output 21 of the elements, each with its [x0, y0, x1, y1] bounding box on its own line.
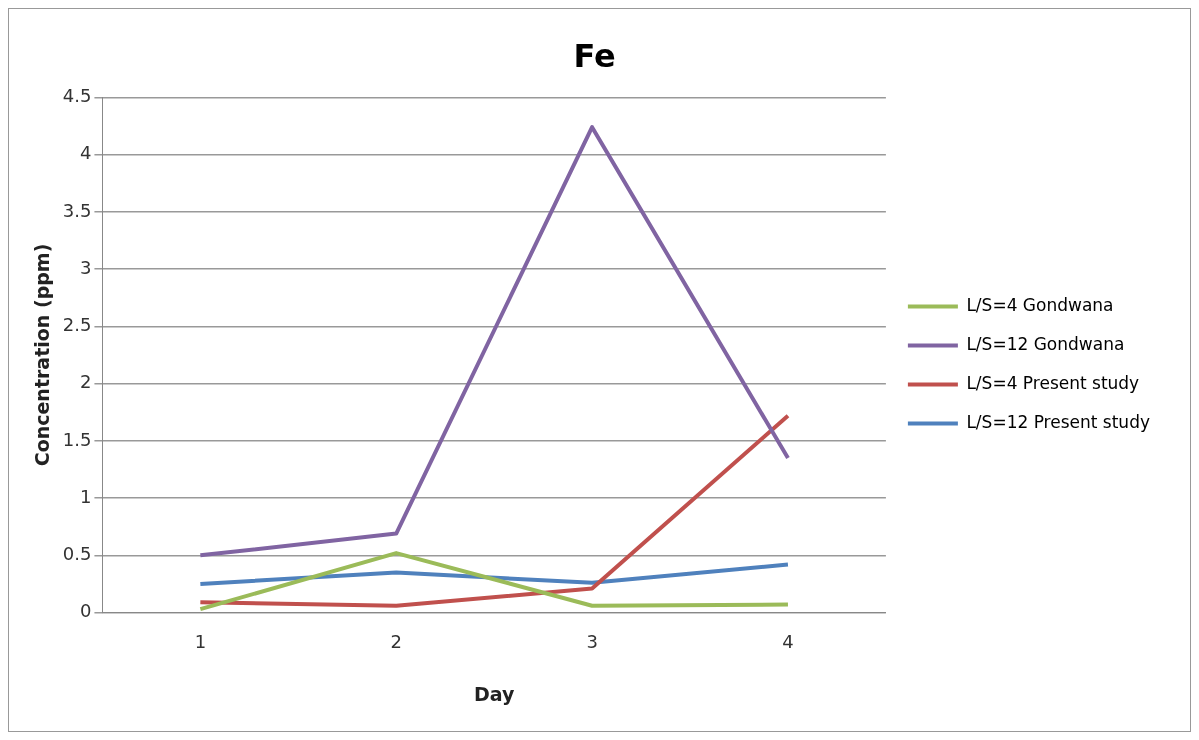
x-tick-label: 3 — [586, 631, 598, 653]
legend-label: L/S=12 Present study — [966, 411, 1150, 432]
chart-title: Fe — [573, 36, 616, 75]
y-tick-label: 2 — [79, 371, 92, 393]
legend-label: L/S=4 Present study — [966, 372, 1140, 393]
legend-label: L/S=4 Gondwana — [966, 294, 1114, 315]
y-tick-label: 4 — [79, 142, 92, 164]
x-tick-label: 2 — [390, 631, 402, 653]
y-tick-label: 1 — [79, 485, 92, 507]
x-tick-label: 1 — [194, 631, 207, 653]
y-axis-title: Concentration (ppm) — [31, 243, 54, 467]
y-tick-label: 0.5 — [62, 543, 92, 565]
y-tick-label: 0 — [79, 600, 92, 622]
x-axis-title: Day — [473, 682, 515, 705]
y-tick-label: 2.5 — [62, 314, 92, 336]
y-tick-label: 3.5 — [62, 199, 92, 221]
y-tick-label: 3 — [79, 256, 92, 278]
y-tick-label: 1.5 — [62, 428, 92, 450]
y-tick-label: 4.5 — [62, 85, 92, 107]
legend-label: L/S=12 Gondwana — [966, 333, 1125, 354]
x-tick-label: 4 — [782, 631, 794, 653]
